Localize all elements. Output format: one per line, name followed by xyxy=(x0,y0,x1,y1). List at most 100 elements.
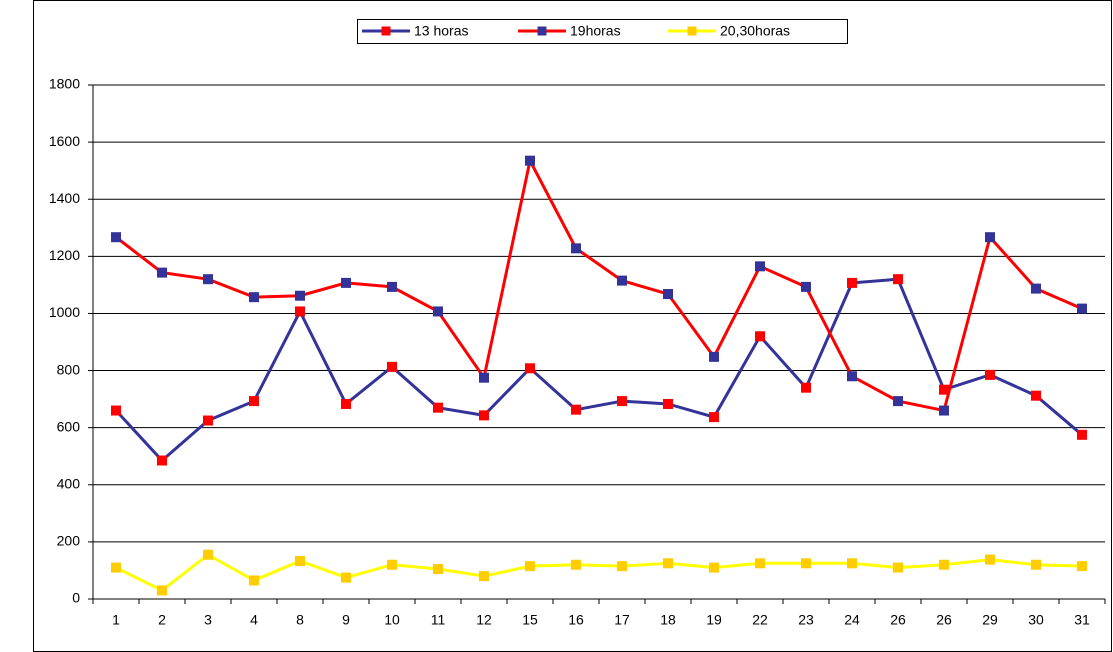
point-marker xyxy=(939,559,949,570)
series-line xyxy=(115,156,1083,413)
series-line xyxy=(115,552,1083,593)
x-tick-label: 19 xyxy=(706,612,722,628)
x-tick-label: 22 xyxy=(752,612,768,628)
point-marker xyxy=(479,372,489,383)
point-marker xyxy=(387,361,397,372)
point-marker xyxy=(617,396,627,407)
point-marker xyxy=(985,369,995,380)
point-marker xyxy=(709,412,719,423)
point-marker xyxy=(203,415,213,426)
x-tick-label: 16 xyxy=(568,612,584,628)
point-marker xyxy=(203,274,213,285)
point-marker xyxy=(709,351,719,362)
point-marker xyxy=(847,371,857,382)
legend-box xyxy=(357,19,848,44)
point-marker xyxy=(709,562,719,573)
y-tick-label: 1200 xyxy=(49,247,80,263)
x-tick-label: 11 xyxy=(431,612,446,628)
point-marker xyxy=(1077,429,1087,440)
point-marker xyxy=(157,455,167,466)
x-tick-label: 18 xyxy=(660,612,676,628)
point-marker xyxy=(801,382,811,393)
point-marker xyxy=(249,396,259,407)
y-tick-label: 400 xyxy=(57,475,81,491)
legend-label: 19horas xyxy=(570,23,621,39)
x-tick-label: 9 xyxy=(342,612,350,628)
x-tick-label: 29 xyxy=(982,612,998,628)
x-tick-label: 24 xyxy=(844,612,860,628)
point-marker xyxy=(893,562,903,573)
point-marker xyxy=(295,290,305,301)
point-marker xyxy=(1031,283,1041,294)
point-marker xyxy=(571,404,581,415)
point-marker xyxy=(525,363,535,374)
point-marker xyxy=(387,559,397,570)
point-marker xyxy=(847,558,857,569)
legend-marker xyxy=(537,26,547,36)
point-marker xyxy=(617,275,627,286)
point-marker xyxy=(755,558,765,569)
point-marker xyxy=(341,572,351,583)
point-marker xyxy=(801,281,811,292)
x-tick-label: 8 xyxy=(296,612,304,628)
legend-label: 20,30horas xyxy=(720,23,790,39)
point-marker xyxy=(525,155,535,166)
point-marker xyxy=(111,405,121,416)
point-marker xyxy=(433,402,443,413)
point-marker xyxy=(295,556,305,567)
x-tick-label: 15 xyxy=(522,612,538,628)
point-marker xyxy=(203,549,213,560)
series-line xyxy=(114,277,1083,463)
x-tick-label: 2 xyxy=(158,612,166,628)
point-marker xyxy=(479,410,489,421)
x-tick-label: 31 xyxy=(1074,612,1090,628)
y-tick-label: 200 xyxy=(57,533,81,549)
point-marker xyxy=(157,267,167,278)
point-marker xyxy=(111,562,121,573)
point-marker xyxy=(617,561,627,572)
point-marker xyxy=(1077,303,1087,314)
x-tick-label: 23 xyxy=(798,612,814,628)
point-marker xyxy=(663,398,673,409)
chart-frame xyxy=(33,0,1112,652)
legend-marker xyxy=(381,26,391,36)
x-tick-label: 1 xyxy=(112,612,120,628)
point-marker xyxy=(847,277,857,288)
x-tick-label: 30 xyxy=(1028,612,1044,628)
point-marker xyxy=(157,585,167,596)
point-marker xyxy=(1077,561,1087,572)
point-marker xyxy=(249,292,259,303)
x-tick-label: 26 xyxy=(890,612,906,628)
y-tick-label: 0 xyxy=(72,590,80,606)
point-marker xyxy=(341,277,351,288)
point-marker xyxy=(893,274,903,285)
point-marker xyxy=(755,331,765,342)
point-marker xyxy=(571,243,581,254)
x-tick-label: 17 xyxy=(614,612,630,628)
y-tick-label: 800 xyxy=(57,361,81,377)
point-marker xyxy=(939,405,949,416)
x-tick-label: 26 xyxy=(936,612,952,628)
point-marker xyxy=(525,561,535,572)
point-marker xyxy=(111,232,121,243)
point-marker xyxy=(571,559,581,570)
point-marker xyxy=(893,396,903,407)
point-marker xyxy=(755,261,765,272)
point-marker xyxy=(939,384,949,395)
point-marker xyxy=(985,554,995,565)
x-tick-label: 3 xyxy=(204,612,212,628)
x-tick-label: 10 xyxy=(384,612,400,628)
point-marker xyxy=(985,232,995,243)
point-marker xyxy=(1031,390,1041,401)
point-marker xyxy=(663,289,673,300)
point-marker xyxy=(295,306,305,317)
x-tick-label: 12 xyxy=(476,612,492,628)
y-tick-label: 1800 xyxy=(49,76,80,92)
legend-marker xyxy=(687,26,697,36)
x-tick-label: 4 xyxy=(250,612,258,628)
y-tick-label: 600 xyxy=(57,418,81,434)
y-tick-label: 1400 xyxy=(49,190,80,206)
y-tick-label: 1000 xyxy=(49,304,80,320)
legend-label: 13 horas xyxy=(414,23,468,39)
